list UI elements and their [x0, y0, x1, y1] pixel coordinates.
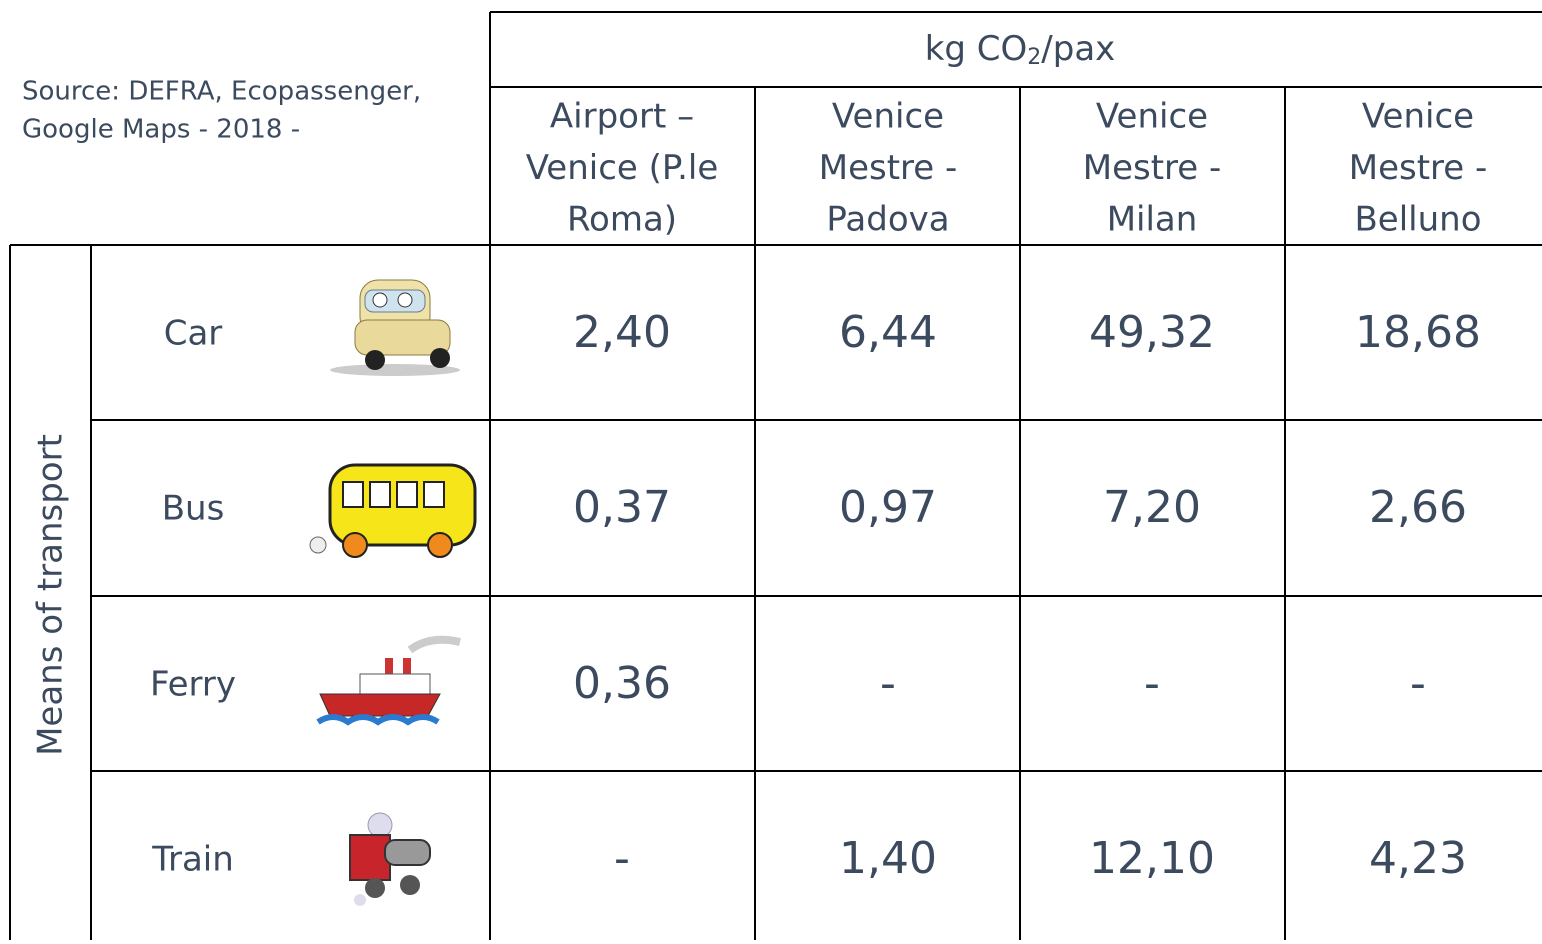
cell-value: -: [614, 833, 630, 884]
row-label: Car: [164, 314, 223, 354]
cell-value: 12,10: [1089, 833, 1215, 884]
cell-value: -: [880, 658, 896, 709]
source-line: Google Maps - 2018 -: [22, 115, 300, 145]
row-label: Ferry: [150, 665, 236, 705]
cell-value: 0,37: [573, 482, 671, 533]
column-header: Mestre -: [1083, 148, 1222, 188]
column-header: Venice: [1362, 97, 1474, 137]
unit-text: /pax: [1041, 29, 1115, 69]
column-header: Padova: [826, 200, 949, 240]
row-group-label: Means of transport: [31, 434, 71, 756]
cell-value: 49,32: [1089, 307, 1215, 358]
cell-value: 2,66: [1369, 482, 1467, 533]
column-header: Venice: [832, 97, 944, 137]
cell-value: 7,20: [1103, 482, 1201, 533]
column-header: Roma): [567, 200, 677, 240]
column-header: Venice: [1096, 97, 1208, 137]
column-header: Belluno: [1354, 200, 1481, 240]
column-header: Mestre -: [819, 148, 958, 188]
cell-value: 6,44: [839, 307, 937, 358]
cell-value: 2,40: [573, 307, 671, 358]
column-header: Mestre -: [1349, 148, 1488, 188]
cell-value: -: [1144, 658, 1160, 709]
cell-value: 1,40: [839, 833, 937, 884]
column-header: Milan: [1107, 200, 1198, 240]
unit-header: kg CO2/pax: [925, 29, 1116, 71]
car-icon: [330, 280, 460, 376]
cell-value: 18,68: [1355, 307, 1481, 358]
cell-value: 0,97: [839, 482, 937, 533]
train-icon: [350, 813, 430, 906]
ferry-icon: [318, 640, 460, 722]
row-label: Bus: [162, 489, 225, 529]
unit-text: kg CO: [925, 29, 1028, 69]
cell-value: 4,23: [1369, 833, 1467, 884]
cell-value: 0,36: [573, 658, 671, 709]
grid: [10, 12, 1542, 940]
source-line: Source: DEFRA, Ecopassenger,: [22, 77, 421, 107]
row-label: Train: [151, 840, 234, 880]
table: Source: DEFRA, Ecopassenger, Google Maps…: [0, 0, 1542, 940]
cell-value: -: [1410, 658, 1426, 709]
column-header: Airport –: [550, 97, 694, 137]
unit-subscript: 2: [1027, 45, 1041, 70]
column-header: Venice (P.le: [526, 148, 719, 188]
bus-icon: [310, 465, 475, 557]
